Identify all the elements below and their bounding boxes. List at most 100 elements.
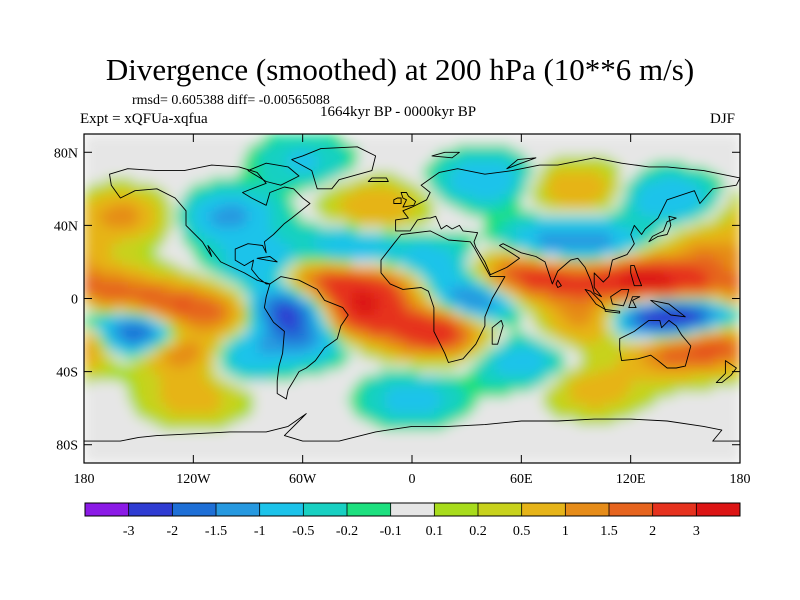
field-cell — [357, 358, 364, 365]
field-cell — [220, 265, 227, 272]
field-cell — [707, 282, 714, 289]
field-cell — [176, 139, 183, 146]
field-cell — [532, 155, 539, 163]
field-cell — [155, 325, 162, 332]
field-cell — [483, 347, 490, 354]
field-cell — [625, 293, 632, 300]
field-cell — [94, 150, 101, 157]
field-cell — [280, 183, 287, 190]
field-cell — [663, 298, 670, 305]
field-cell — [625, 298, 632, 305]
field-cell — [286, 276, 293, 283]
field-cell — [718, 177, 725, 184]
field-cell — [690, 238, 697, 245]
field-cell — [149, 287, 156, 294]
field-cell — [138, 144, 145, 152]
field-cell — [291, 139, 298, 146]
field-cell — [379, 320, 386, 327]
field-cell — [302, 238, 309, 245]
field-cell — [384, 271, 391, 278]
field-cell — [494, 210, 501, 217]
field-cell — [510, 320, 517, 327]
field-cell — [548, 271, 555, 278]
field-cell — [663, 309, 670, 316]
field-cell — [171, 139, 178, 146]
field-cell — [176, 325, 183, 332]
field-cell — [209, 293, 216, 300]
field-cell — [712, 227, 719, 234]
field-cell — [521, 210, 528, 217]
field-cell — [450, 144, 457, 152]
field-cell — [176, 254, 183, 261]
field-cell — [663, 210, 670, 217]
field-cell — [204, 336, 211, 343]
field-cell — [718, 183, 725, 190]
field-cell — [286, 336, 293, 343]
field-cell — [488, 172, 495, 179]
field-cell — [379, 347, 386, 354]
field-cell — [215, 260, 222, 267]
field-cell — [280, 139, 287, 146]
field-cell — [319, 309, 326, 316]
field-cell — [417, 342, 424, 349]
field-cell — [466, 139, 473, 146]
field-cell — [521, 139, 528, 146]
field-cell — [133, 287, 140, 294]
field-cell — [176, 271, 183, 278]
field-cell — [504, 353, 511, 360]
field-cell — [368, 325, 375, 332]
field-cell — [461, 134, 468, 141]
field-cell — [543, 155, 550, 163]
field-cell — [193, 243, 200, 250]
field-cell — [390, 177, 397, 184]
field-cell — [149, 216, 156, 223]
field-cell — [526, 254, 533, 261]
field-cell — [215, 282, 222, 289]
field-cell — [515, 331, 522, 338]
field-cell — [351, 303, 358, 311]
field-cell — [330, 298, 337, 305]
field-cell — [204, 342, 211, 349]
field-cell — [521, 325, 528, 332]
field-cell — [100, 293, 107, 300]
field-cell — [176, 227, 183, 234]
field-cell — [116, 172, 123, 179]
field-cell — [111, 194, 118, 201]
field-cell — [597, 282, 604, 289]
field-cell — [193, 342, 200, 349]
field-cell — [696, 249, 703, 256]
field-cell — [548, 166, 555, 173]
field-cell — [406, 342, 413, 349]
field-cell — [340, 265, 347, 272]
field-cell — [674, 314, 681, 322]
field-cell — [641, 314, 648, 322]
field-cell — [504, 336, 511, 343]
field-cell — [576, 298, 583, 305]
field-cell — [439, 150, 446, 157]
field-cell — [641, 172, 648, 179]
field-cell — [248, 134, 255, 141]
field-cell — [581, 276, 588, 283]
field-cell — [422, 336, 429, 343]
field-cell — [220, 221, 227, 228]
field-cell — [412, 183, 419, 190]
field-cell — [111, 144, 118, 152]
field-cell — [330, 249, 337, 256]
field-cell — [729, 243, 736, 250]
field-cell — [351, 166, 358, 173]
field-cell — [215, 287, 222, 294]
field-cell — [357, 155, 364, 163]
field-cell — [477, 166, 484, 173]
field-cell — [450, 238, 457, 245]
field-cell — [253, 353, 260, 360]
field-cell — [636, 271, 643, 278]
field-cell — [116, 134, 123, 141]
field-cell — [138, 314, 145, 322]
field-cell — [269, 336, 276, 343]
field-cell — [313, 139, 320, 146]
field-cell — [548, 254, 555, 261]
field-cell — [723, 134, 730, 141]
field-cell — [663, 161, 670, 168]
field-cell — [554, 134, 561, 141]
field-cell — [242, 139, 249, 146]
